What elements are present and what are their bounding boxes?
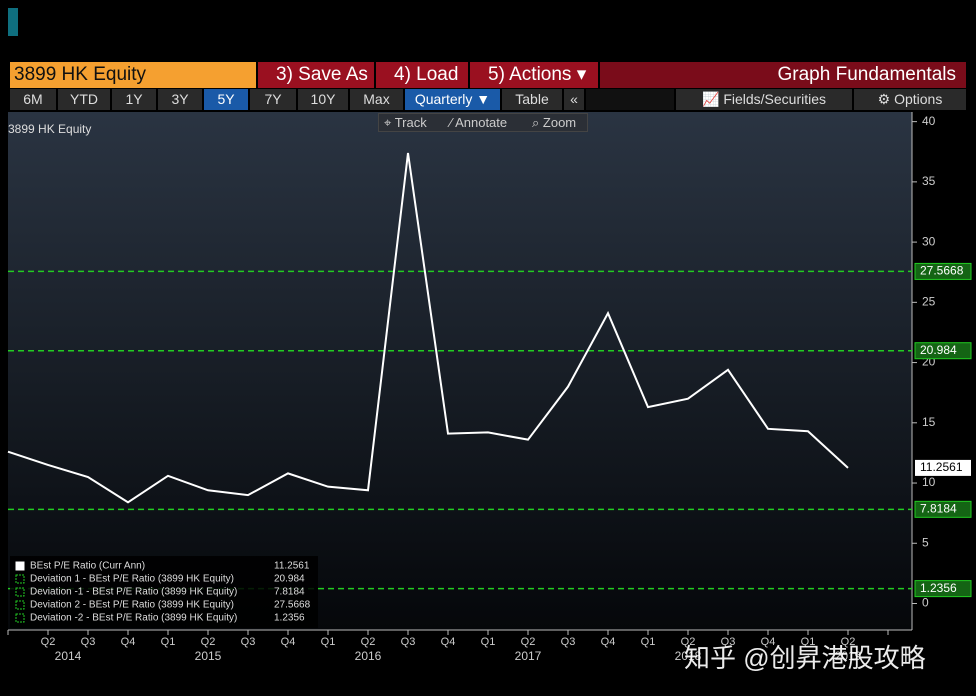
y-tick-label: 15 bbox=[922, 415, 936, 429]
y-tick-label: 5 bbox=[922, 535, 929, 549]
y-tick-label: 0 bbox=[922, 596, 929, 610]
deviation-label-box bbox=[914, 580, 972, 598]
year-label: 2014 bbox=[55, 649, 82, 663]
legend-value: 11.2561 bbox=[274, 561, 310, 572]
year-label: 2017 bbox=[515, 649, 542, 663]
x-tick-label: Q2 bbox=[841, 636, 856, 648]
x-tick-label: Q3 bbox=[241, 636, 256, 648]
x-tick-label: Q2 bbox=[201, 636, 216, 648]
series-line bbox=[7, 152, 849, 504]
ticker-field[interactable]: 3899 HK Equity bbox=[10, 62, 256, 88]
collapse-button[interactable]: « bbox=[564, 89, 584, 110]
year-label: 2019 bbox=[835, 649, 862, 663]
x-tick-label: Q4 bbox=[601, 636, 616, 648]
period-tab[interactable]: 7Y bbox=[250, 89, 296, 110]
legend-swatch bbox=[15, 613, 25, 623]
watermark: 知乎 @创昇港股攻略 bbox=[684, 643, 926, 673]
legend-value: 7.8184 bbox=[274, 587, 305, 598]
x-tick-label: Q4 bbox=[761, 636, 776, 648]
load-button[interactable]: 4) Load bbox=[376, 62, 468, 88]
legend-swatch bbox=[15, 561, 25, 571]
options-icon: ⚙ bbox=[877, 91, 895, 107]
period-tab[interactable]: 1Y bbox=[112, 89, 156, 110]
fields-label: Fields/Securities bbox=[723, 91, 827, 107]
legend-box bbox=[10, 556, 318, 628]
table-button[interactable]: Table bbox=[502, 89, 562, 110]
deviation-label: 7.8184 bbox=[920, 501, 957, 515]
y-tick-label: 40 bbox=[922, 114, 936, 128]
last-value-label: 11.2561 bbox=[920, 460, 963, 474]
deviation-label: 27.5668 bbox=[920, 264, 964, 278]
deviation-label-box bbox=[914, 500, 972, 518]
annotate-tool[interactable]: ⁄ Annotate bbox=[450, 115, 508, 130]
x-tick-label: Q3 bbox=[401, 636, 416, 648]
period-tab[interactable]: Max bbox=[350, 89, 403, 110]
year-label: 2015 bbox=[195, 649, 222, 663]
period-tab[interactable]: 6M bbox=[10, 89, 56, 110]
x-tick-label: Q2 bbox=[361, 636, 376, 648]
plot-area bbox=[8, 112, 912, 630]
corner-marker bbox=[8, 8, 18, 36]
x-tick-label: Q1 bbox=[161, 636, 176, 648]
actions-button[interactable]: 5) Actions ▾ bbox=[470, 62, 598, 88]
deviation-label: 1.2356 bbox=[920, 581, 957, 595]
y-tick-label: 25 bbox=[922, 295, 936, 309]
function-title: Graph Fundamentals bbox=[600, 62, 966, 88]
x-tick-label: Q4 bbox=[121, 636, 136, 648]
zoom-label: Zoom bbox=[542, 115, 577, 130]
x-tick-label: Q2 bbox=[41, 636, 56, 648]
y-tick-label: 10 bbox=[922, 475, 936, 489]
legend-value: 1.2356 bbox=[274, 613, 305, 624]
x-tick-label: Q1 bbox=[321, 636, 336, 648]
deviation-label-box bbox=[914, 342, 972, 360]
legend-swatch bbox=[15, 600, 25, 610]
legend-label: BEst P/E Ratio (Curr Ann) bbox=[30, 561, 145, 572]
period-tab[interactable]: YTD bbox=[58, 89, 110, 110]
fields-button[interactable]: 📈 Fields/Securities bbox=[676, 89, 852, 110]
x-tick-label: Q4 bbox=[281, 636, 296, 648]
last-value-box bbox=[915, 459, 971, 476]
deviation-label: 20.984 bbox=[920, 343, 957, 357]
toolbar-spacer bbox=[586, 89, 674, 110]
legend-label: Deviation 1 - BEst P/E Ratio (3899 HK Eq… bbox=[30, 574, 234, 585]
year-label: 2016 bbox=[355, 649, 382, 663]
x-tick-label: Q2 bbox=[681, 636, 696, 648]
x-tick-label: Q1 bbox=[801, 636, 816, 648]
legend-swatch bbox=[15, 574, 25, 584]
x-tick-label: Q4 bbox=[441, 636, 456, 648]
period-tab[interactable]: 3Y bbox=[158, 89, 202, 110]
legend-label: Deviation -1 - BEst P/E Ratio (3899 HK E… bbox=[30, 587, 237, 598]
legend-label: Deviation -2 - BEst P/E Ratio (3899 HK E… bbox=[30, 613, 237, 624]
x-tick-label: Q3 bbox=[561, 636, 576, 648]
y-tick-label: 35 bbox=[922, 174, 936, 188]
legend-swatch bbox=[15, 587, 25, 597]
legend-value: 20.984 bbox=[274, 574, 305, 585]
x-tick-label: Q1 bbox=[641, 636, 656, 648]
options-button[interactable]: ⚙ Options bbox=[854, 89, 966, 110]
options-label: Options bbox=[894, 91, 943, 107]
chart-toolbar bbox=[378, 113, 588, 132]
annotate-label: Annotate bbox=[455, 115, 508, 130]
period-tab[interactable]: 5Y bbox=[204, 89, 248, 110]
period-tab[interactable]: 10Y bbox=[298, 89, 348, 110]
deviation-label-box bbox=[914, 262, 972, 280]
zoom-tool[interactable]: ⌕ Zoom bbox=[532, 115, 577, 130]
save-as-button[interactable]: 3) Save As bbox=[258, 62, 374, 88]
chart-title: 3899 HK Equity bbox=[8, 122, 91, 136]
x-tick-label: Q3 bbox=[81, 636, 96, 648]
fields-icon: 📈 bbox=[701, 91, 724, 107]
x-tick-label: Q3 bbox=[721, 636, 736, 648]
legend-label: Deviation 2 - BEst P/E Ratio (3899 HK Eq… bbox=[30, 600, 234, 611]
frequency-dropdown[interactable]: Quarterly ▼ bbox=[405, 89, 500, 110]
year-label: 2018 bbox=[675, 649, 702, 663]
legend-value: 27.5668 bbox=[274, 600, 311, 611]
y-tick-label: 30 bbox=[922, 234, 936, 248]
x-tick-label: Q2 bbox=[521, 636, 536, 648]
track-label: Track bbox=[394, 115, 427, 130]
top-bar bbox=[0, 0, 976, 60]
track-tool[interactable]: ⌖ Track bbox=[384, 115, 427, 130]
x-tick-label: Q1 bbox=[481, 636, 496, 648]
